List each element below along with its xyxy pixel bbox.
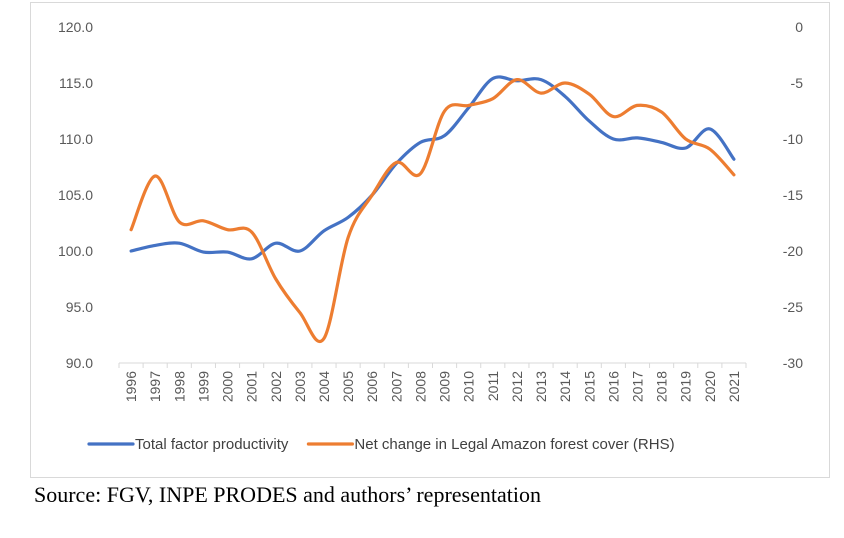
- x-tick-label: 2000: [220, 371, 236, 402]
- x-tick-label: 2004: [316, 371, 332, 402]
- right-y-tick-label: -30: [783, 355, 803, 371]
- x-tick-label: 2001: [244, 371, 260, 402]
- x-tick-label: 2013: [533, 371, 549, 402]
- right-y-tick-label: 0: [795, 19, 803, 35]
- right-y-tick-label: -20: [783, 243, 803, 259]
- left-y-tick-label: 100.0: [58, 243, 93, 259]
- right-y-tick-label: -25: [783, 299, 803, 315]
- legend: Total factor productivity Net change in L…: [87, 436, 675, 453]
- x-tick-label: 2007: [388, 371, 404, 402]
- x-tick-label: 2003: [292, 371, 308, 402]
- x-tick-label: 2016: [605, 371, 621, 402]
- x-tick-label: 2005: [340, 371, 356, 402]
- source-note: Source: FGV, INPE PRODES and authors’ re…: [34, 482, 541, 507]
- x-tick-label: 2011: [485, 371, 501, 401]
- right-y-tick-label: -5: [791, 75, 804, 91]
- x-tick-label: 1996: [123, 371, 139, 402]
- right-y-tick-label: -15: [783, 187, 803, 203]
- x-tick-label: 2018: [654, 371, 670, 402]
- left-y-tick-label: 120.0: [58, 19, 93, 35]
- x-tick-label: 1999: [195, 371, 211, 402]
- x-tick-label: 2014: [557, 371, 573, 402]
- x-tick-label: 2008: [412, 371, 428, 402]
- x-tick-label: 2015: [581, 371, 597, 402]
- series-line-forest-cover-change: [129, 78, 736, 343]
- x-tick-label: 2002: [268, 371, 284, 402]
- series-layer: [129, 75, 736, 343]
- x-tick-label: 2021: [726, 371, 742, 402]
- x-tick-label: 2019: [678, 371, 694, 402]
- left-y-tick-label: 115.0: [59, 75, 93, 91]
- left-y-tick-label: 105.0: [58, 187, 93, 203]
- x-tick-label: 2006: [364, 371, 380, 402]
- axis-layer: 120.0 115.0 110.0 105.0 100.0 95.0 90.0 0 -5 -10 -…: [58, 19, 803, 402]
- left-y-tick-label: 95.0: [66, 299, 93, 315]
- x-tick-label: 1997: [147, 371, 163, 402]
- x-tick-label: 2017: [629, 371, 645, 402]
- legend-entry-label: Net change in Legal Amazon forest cover …: [354, 436, 674, 453]
- left-y-tick-label: 90.0: [66, 355, 93, 371]
- x-tick-label: 2009: [437, 371, 453, 402]
- line-chart: 120.0 115.0 110.0 105.0 100.0 95.0 90.0 0 -5 -10 -…: [58, 19, 803, 453]
- x-tick-label: 1998: [171, 371, 187, 402]
- x-tick-label: 2012: [509, 371, 525, 402]
- x-tick-label: 2020: [702, 371, 718, 402]
- left-y-tick-label: 110.0: [59, 131, 93, 147]
- legend-entry-label: Total factor productivity: [135, 436, 289, 453]
- right-y-tick-label: -10: [783, 131, 803, 147]
- chart-frame: 120.0 115.0 110.0 105.0 100.0 95.0 90.0 0 -5 -10 -…: [30, 2, 830, 478]
- x-tick-label: 2010: [461, 371, 477, 402]
